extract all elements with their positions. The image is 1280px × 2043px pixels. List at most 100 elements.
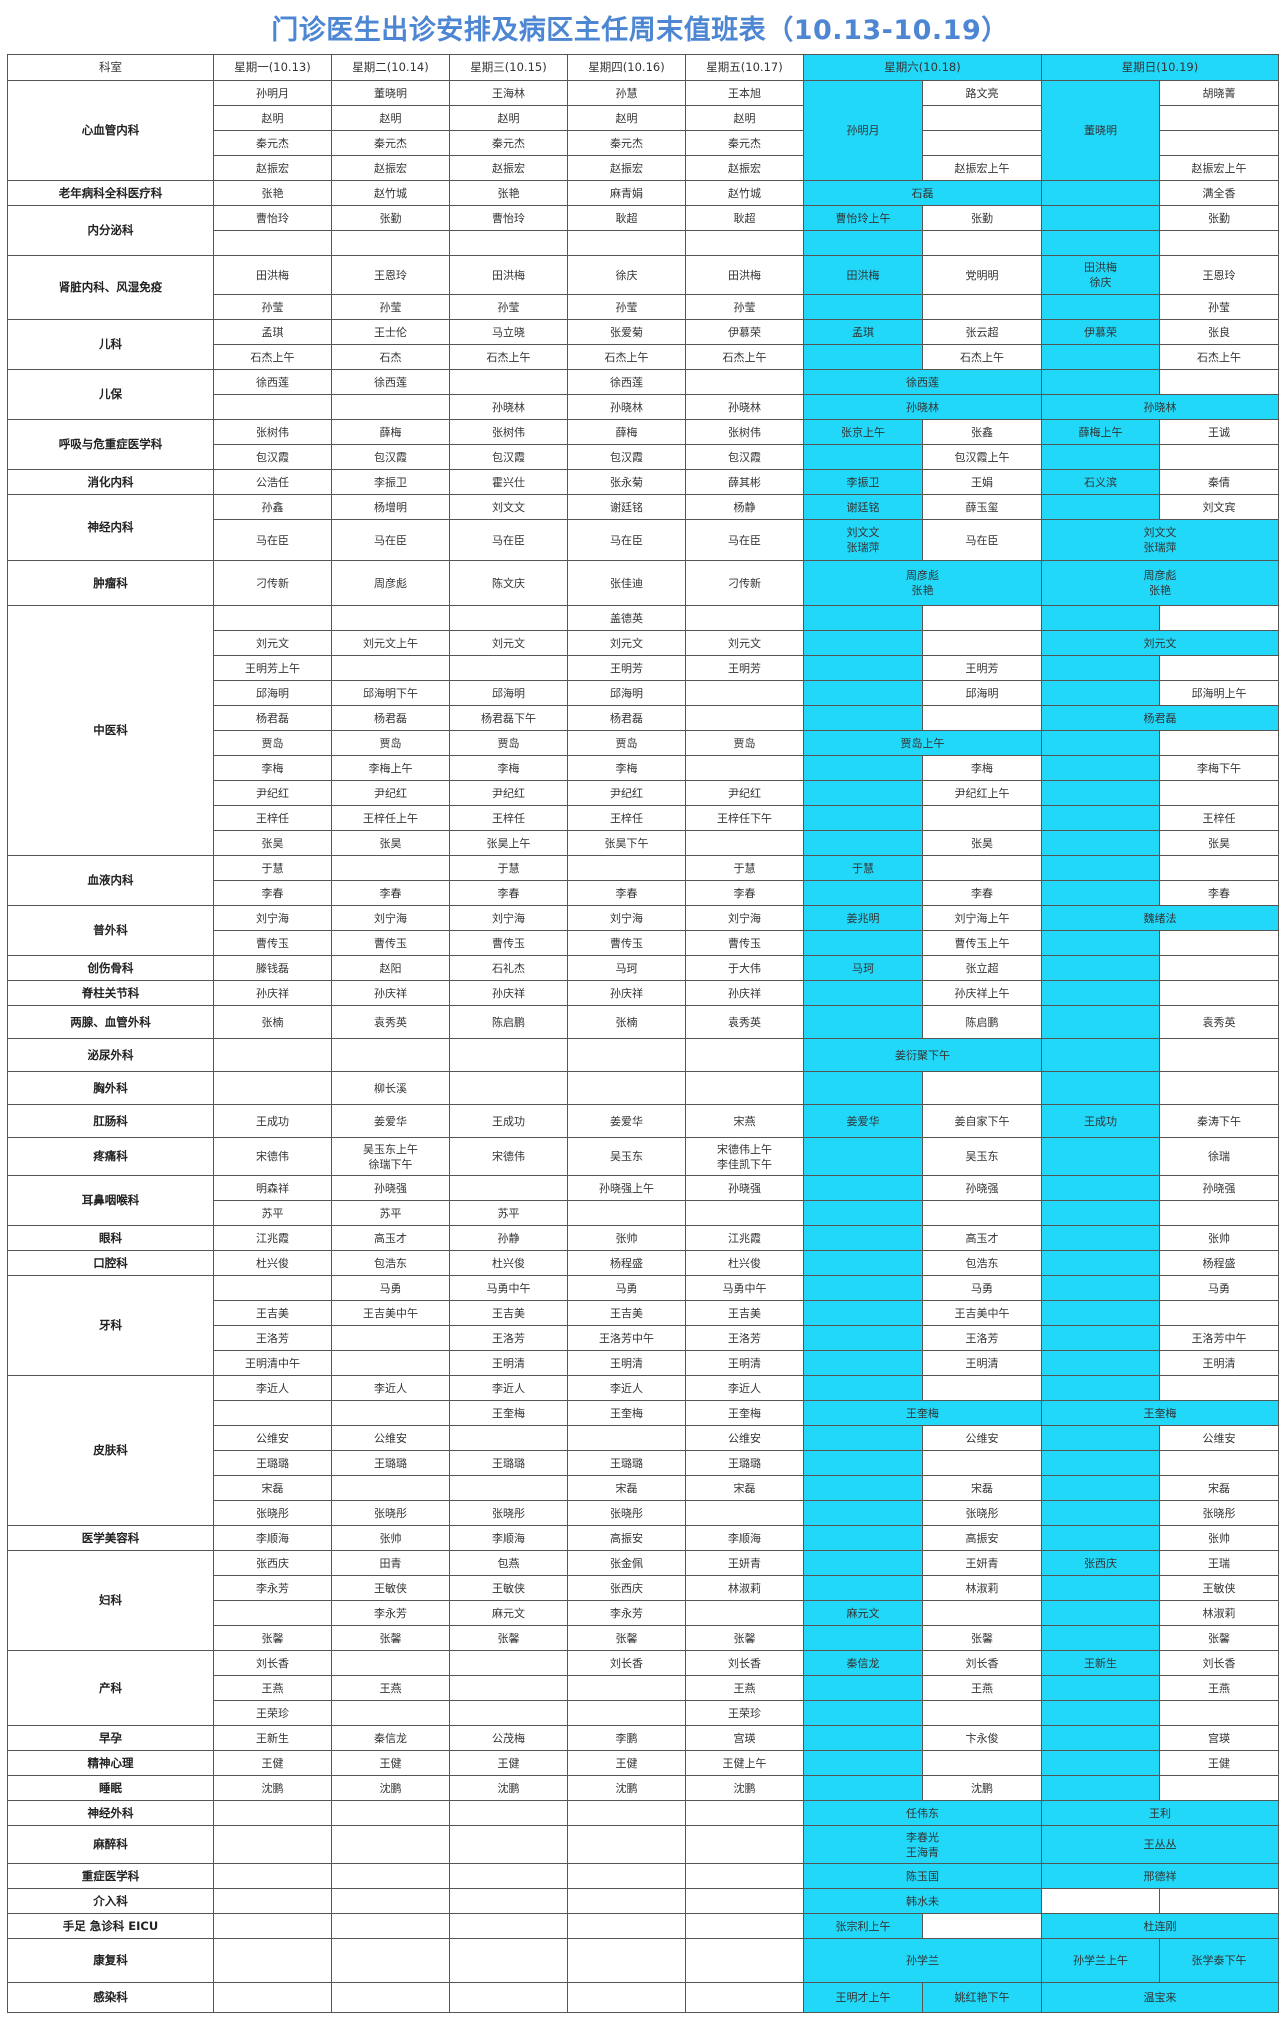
table-row: 李永芳 麻元文 李永芳 麻元文 林淑莉 [8, 1600, 1279, 1626]
schedule-cell: 孙晓林 [1041, 394, 1279, 420]
schedule-cell: 孙晓林 [567, 394, 686, 420]
schedule-cell: 王梓任 [567, 805, 686, 831]
schedule-cell: 刘文文 张瑞萍 [803, 519, 923, 561]
schedule-cell: 张佳迪 [567, 560, 686, 606]
department-name: 医学美容科 [7, 1525, 214, 1551]
schedule-cell: 高振安 [567, 1525, 686, 1551]
schedule-cell [1041, 1775, 1160, 1801]
schedule-cell: 刘元文 [449, 630, 568, 656]
schedule-cell: 杨程盛 [567, 1250, 686, 1276]
schedule-cell: 李春 [685, 880, 804, 906]
schedule-cell: 温宝来 [1041, 1982, 1279, 2013]
schedule-cell: 姜自家下午 [922, 1104, 1042, 1138]
schedule-cell: 耿超 [685, 205, 804, 231]
schedule-cell: 张晓彤 [213, 1500, 332, 1526]
schedule-cell: 刘宁海上午 [922, 905, 1042, 931]
schedule-cell: 李顺海 [685, 1525, 804, 1551]
schedule-cell [1041, 1038, 1160, 1072]
schedule-cell: 公维安 [922, 1425, 1042, 1451]
schedule-cell [922, 105, 1042, 131]
schedule-cell: 马勇中午 [449, 1275, 568, 1301]
schedule-cell [1159, 655, 1279, 681]
schedule-cell [1159, 369, 1279, 395]
schedule-cell: 张昊 [1159, 830, 1279, 856]
schedule-cell [213, 1863, 332, 1889]
schedule-cell: 王健 [567, 1750, 686, 1776]
schedule-cell: 刘文文 [449, 494, 568, 520]
schedule-cell: 王燕 [213, 1675, 332, 1701]
schedule-cell: 袁秀英 [1159, 1005, 1279, 1039]
table-row: 呼吸与危重症医学科 张树伟 薛梅 张树伟 薛梅 张树伟 张京上午 张鑫 薛梅上午 王诚 [7, 419, 1279, 470]
schedule-cell: 孙学兰上午 [1041, 1938, 1160, 1983]
schedule-cell [567, 855, 686, 881]
schedule-cell [803, 755, 923, 781]
schedule-cell: 王健 [213, 1750, 332, 1776]
schedule-cell [449, 1825, 568, 1864]
schedule-cell: 苏平 [331, 1200, 450, 1226]
schedule-cell [1041, 755, 1160, 781]
schedule-cell: 李永芳 [567, 1600, 686, 1626]
schedule-cell: 陈文庆 [449, 560, 568, 606]
schedule-cell: 杨静 [685, 494, 804, 520]
schedule-cell: 陈启鹏 [449, 1005, 568, 1039]
schedule-cell: 王明清 [567, 1350, 686, 1376]
schedule-cell: 马勇 [922, 1275, 1042, 1301]
department-name: 老年病科全科医疗科 [7, 180, 214, 206]
schedule-cell [449, 1863, 568, 1889]
schedule-cell: 王利 [1041, 1800, 1279, 1826]
schedule-cell: 杜兴俊 [685, 1250, 804, 1276]
schedule-cell: 陈玉国 [803, 1863, 1042, 1889]
schedule-cell [685, 369, 804, 395]
schedule-cell: 张昊 [213, 830, 332, 856]
schedule-cell [922, 230, 1042, 256]
schedule-cell: 张馨 [213, 1625, 332, 1651]
schedule-cell [1041, 1450, 1160, 1476]
schedule-cell [922, 605, 1042, 631]
schedule-cell [803, 1275, 923, 1301]
schedule-cell: 李近人 [449, 1375, 568, 1401]
schedule-cell: 麻青娟 [567, 180, 686, 206]
schedule-cell: 孙慧 [567, 80, 686, 106]
schedule-cell: 杨君磊 [567, 705, 686, 731]
schedule-cell [1041, 1350, 1160, 1376]
schedule-cell: 张艳 [213, 180, 332, 206]
schedule-cell: 秦信龙 [331, 1725, 450, 1751]
schedule-cell [685, 1500, 804, 1526]
table-row: 邱海明 邱海明下午 邱海明 邱海明 邱海明 邱海明上午 [8, 680, 1279, 706]
department-name: 产科 [7, 1650, 214, 1726]
schedule-cell [1041, 444, 1160, 470]
schedule-cell: 李春 [331, 880, 450, 906]
schedule-cell: 刘宁海 [449, 905, 568, 931]
table-row: 脊柱关节科 孙庆祥 孙庆祥 孙庆祥 孙庆祥 孙庆祥 孙庆祥上午 [7, 980, 1279, 1006]
schedule-cell [213, 1913, 332, 1939]
table-row [8, 230, 1279, 256]
department-name: 胸外科 [7, 1071, 214, 1105]
schedule-cell [1041, 1175, 1160, 1201]
schedule-cell [331, 394, 450, 420]
schedule-cell: 公浩任 [213, 469, 332, 495]
schedule-cell [567, 1675, 686, 1701]
schedule-cell: 马在臣 [331, 519, 450, 561]
schedule-cell: 赵振宏 [449, 155, 568, 181]
schedule-cell: 李春 [449, 880, 568, 906]
table-row: 重症医学科 陈玉国 邢德祥 [7, 1863, 1279, 1889]
schedule-cell: 王燕 [685, 1675, 804, 1701]
schedule-cell: 田洪梅 [213, 255, 332, 295]
schedule-cell: 田青 [331, 1550, 450, 1576]
schedule-cell: 张良 [1159, 319, 1279, 345]
schedule-cell: 张馨 [331, 1625, 450, 1651]
schedule-cell: 薛梅上午 [1041, 419, 1160, 445]
schedule-cell: 王璐璐 [685, 1450, 804, 1476]
schedule-cell [567, 1825, 686, 1864]
schedule-cell: 包汉霞 [331, 444, 450, 470]
schedule-cell: 杨君磊 [331, 705, 450, 731]
schedule-cell: 薛梅 [567, 419, 686, 445]
schedule-cell: 石义滨 [1041, 469, 1160, 495]
schedule-cell: 王诚 [1159, 419, 1279, 445]
schedule-cell: 王洛芳中午 [1159, 1325, 1279, 1351]
schedule-cell: 李梅 [449, 755, 568, 781]
schedule-cell: 公维安 [331, 1425, 450, 1451]
schedule-cell: 沈鹏 [922, 1775, 1042, 1801]
schedule-cell [1041, 1071, 1160, 1105]
schedule-cell: 刁传新 [213, 560, 332, 606]
